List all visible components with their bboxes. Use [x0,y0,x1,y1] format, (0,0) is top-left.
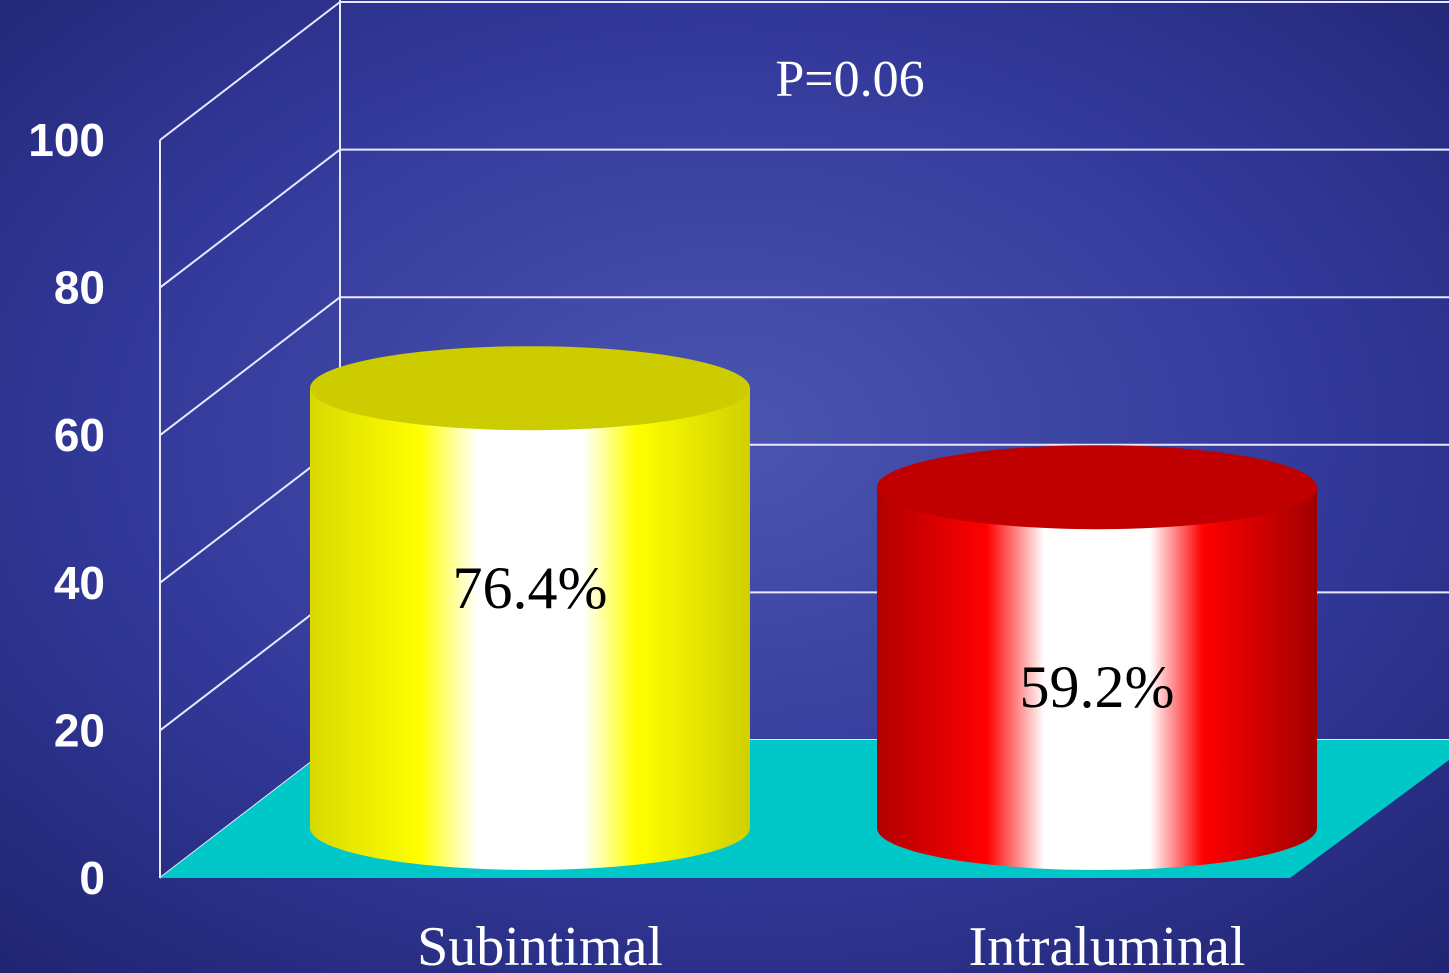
data-label: 59.2% [1020,654,1175,720]
y-tick-label: 80 [54,262,105,314]
y-tick-label: 0 [79,852,105,904]
bars-layer: 76.4% 59.2% [310,346,1317,870]
bar-top [310,346,750,431]
y-tick-label: 40 [54,557,105,609]
grid-diagonal [159,148,341,289]
bar-top [877,445,1317,530]
bar-subintimal: 76.4% [310,346,750,870]
p-value-annotation: P=0.06 [775,51,924,108]
bar-body [877,487,1317,870]
y-tick-labels: 0 20 40 60 80 100 [28,114,105,904]
category-label: Subintimal [417,916,663,973]
y-tick-label: 60 [54,409,105,461]
grid-diagonal [159,296,341,436]
grid-diagonal [159,1,341,141]
x-category-labels: Subintimal Intraluminal [417,916,1245,973]
y-tick-label: 20 [54,704,105,756]
data-label: 76.4% [453,555,608,621]
y-tick-label: 100 [28,114,105,166]
bar-body [310,388,750,870]
bar-intraluminal: 59.2% [877,445,1317,870]
category-label: Intraluminal [969,916,1246,973]
